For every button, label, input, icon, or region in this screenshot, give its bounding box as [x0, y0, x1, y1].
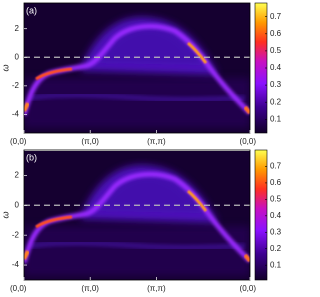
- y-tick-label: -4: [12, 110, 20, 119]
- y-tick-label: 2: [15, 24, 20, 33]
- colorbar-tick-label: 0.6: [270, 29, 282, 38]
- plot-frame: [23, 149, 251, 281]
- colorbar-tick-label: 0.7: [270, 162, 282, 171]
- colorbar-tick-label: 0.6: [270, 178, 282, 187]
- x-tick-label: (π,0): [81, 137, 99, 146]
- x-tick-label: (π,π): [147, 137, 166, 146]
- heatmap-image: [24, 3, 250, 143]
- x-tick-label: (0,0): [240, 284, 257, 293]
- axes-layer: (a) ω 2 0 -2 -4 (0,0) (π,0) (π,π) (0,0) 0.1 0.2 0.3 0…: [0, 2, 282, 293]
- y-tick-label: -2: [12, 81, 20, 90]
- heatmap-image: [24, 151, 250, 291]
- y-tick-label: 0: [15, 200, 20, 209]
- plot-frame: [23, 2, 251, 134]
- y-tick-label: -4: [12, 260, 20, 269]
- y-tick-label: -2: [12, 230, 20, 239]
- colorbar-tick-label: 0.1: [270, 114, 282, 123]
- panel-label: (a): [26, 5, 37, 15]
- x-tick-label: (0,0): [240, 137, 257, 146]
- colorbar-tick-label: 0.4: [270, 63, 282, 72]
- colorbar-tick-label: 0.3: [270, 80, 282, 89]
- panel-label: (b): [26, 152, 37, 162]
- y-tick-label: 2: [15, 171, 20, 180]
- colorbar-tick-label: 0.2: [270, 97, 282, 106]
- y-tick-label: 0: [15, 52, 20, 61]
- colorbar-tick-label: 0.4: [270, 211, 282, 220]
- colorbar: [254, 149, 268, 281]
- colorbar-tick-label: 0.7: [270, 12, 282, 21]
- y-axis-label: ω: [0, 64, 10, 71]
- y-axis-label: ω: [0, 211, 10, 218]
- colorbar-tick-label: 0.1: [270, 260, 282, 269]
- x-tick-label: (0,0): [10, 284, 27, 293]
- colorbar-tick-label: 0.3: [270, 227, 282, 236]
- figure: (a) ω 2 0 -2 -4 (0,0) (π,0) (π,π) (0,0) 0.1 0.2 0.3 0…: [0, 2, 282, 293]
- x-tick-label: (π,π): [147, 284, 166, 293]
- x-tick-label: (π,0): [81, 284, 99, 293]
- x-tick-label: (0,0): [10, 137, 27, 146]
- colorbar-tick-label: 0.2: [270, 244, 282, 253]
- colorbar-tick-label: 0.5: [270, 194, 282, 203]
- colorbar-tick-label: 0.5: [270, 46, 282, 55]
